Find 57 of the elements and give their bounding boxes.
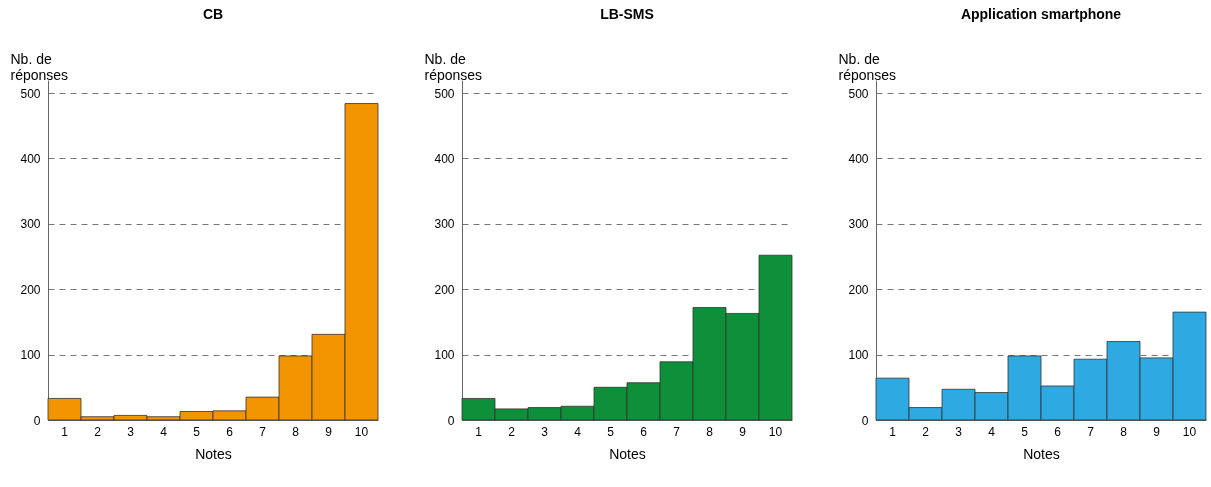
y-tick-label: 500 bbox=[848, 86, 869, 101]
y-tick-label: 300 bbox=[848, 217, 869, 232]
y-axis-title: Nb. de réponses bbox=[424, 50, 483, 83]
y-tick-label: 500 bbox=[434, 86, 455, 101]
x-tick-label: 5 bbox=[1021, 424, 1029, 439]
x-tick-label: 3 bbox=[955, 424, 963, 439]
x-tick-label: 2 bbox=[508, 424, 516, 439]
x-tick-label: 7 bbox=[259, 424, 267, 439]
x-tick-label: 3 bbox=[127, 424, 135, 439]
x-tick-label: 1 bbox=[475, 424, 483, 439]
y-tick-label: 0 bbox=[861, 413, 869, 428]
y-tick-label: 200 bbox=[434, 282, 455, 297]
x-tick-label: 8 bbox=[706, 424, 714, 439]
x-tick-label: 4 bbox=[574, 424, 582, 439]
x-tick-label: 10 bbox=[354, 424, 369, 439]
x-tick-label: 8 bbox=[292, 424, 300, 439]
y-tick-label: 0 bbox=[33, 413, 41, 428]
x-tick-label: 5 bbox=[607, 424, 615, 439]
x-tick-label: 5 bbox=[193, 424, 201, 439]
y-tick-label: 400 bbox=[434, 151, 455, 166]
x-tick-label: 2 bbox=[922, 424, 930, 439]
x-tick-label: 10 bbox=[768, 424, 783, 439]
x-tick-label: 2 bbox=[94, 424, 102, 439]
x-tick-label: 1 bbox=[61, 424, 69, 439]
x-tick-label: 3 bbox=[541, 424, 549, 439]
y-tick-label: 100 bbox=[434, 348, 455, 363]
x-tick-label: 6 bbox=[226, 424, 234, 439]
y-tick-label: 200 bbox=[848, 282, 869, 297]
x-tick-label: 6 bbox=[640, 424, 648, 439]
x-tick-label: 7 bbox=[1087, 424, 1095, 439]
y-axis-title: Nb. de réponses bbox=[838, 50, 897, 83]
x-tick-label: 4 bbox=[160, 424, 168, 439]
y-tick-label: 200 bbox=[20, 282, 41, 297]
x-tick-label: 1 bbox=[889, 424, 897, 439]
x-tick-label: 4 bbox=[988, 424, 996, 439]
x-axis-title: Notes bbox=[195, 445, 232, 462]
x-tick-label: 8 bbox=[1120, 424, 1128, 439]
y-tick-label: 300 bbox=[20, 217, 41, 232]
x-axis-title: Notes bbox=[1023, 445, 1060, 462]
y-tick-label: 0 bbox=[447, 413, 455, 428]
x-tick-label: 9 bbox=[325, 424, 333, 439]
y-tick-label: 100 bbox=[20, 348, 41, 363]
y-tick-label: 300 bbox=[434, 217, 455, 232]
chart-title: CB bbox=[202, 6, 224, 22]
y-tick-label: 400 bbox=[20, 151, 41, 166]
y-axis-title: Nb. de réponses bbox=[10, 50, 69, 83]
chart-title: LB-SMS bbox=[600, 6, 654, 22]
x-tick-label: 7 bbox=[673, 424, 681, 439]
y-tick-label: 400 bbox=[848, 151, 869, 166]
x-tick-label: 10 bbox=[1182, 424, 1197, 439]
y-tick-label: 500 bbox=[20, 86, 41, 101]
x-tick-label: 9 bbox=[1153, 424, 1161, 439]
x-axis-title: Notes bbox=[609, 445, 646, 462]
chart-title: Application smartphone bbox=[960, 6, 1122, 22]
y-tick-label: 100 bbox=[848, 348, 869, 363]
x-tick-label: 6 bbox=[1054, 424, 1062, 439]
x-tick-label: 9 bbox=[739, 424, 747, 439]
